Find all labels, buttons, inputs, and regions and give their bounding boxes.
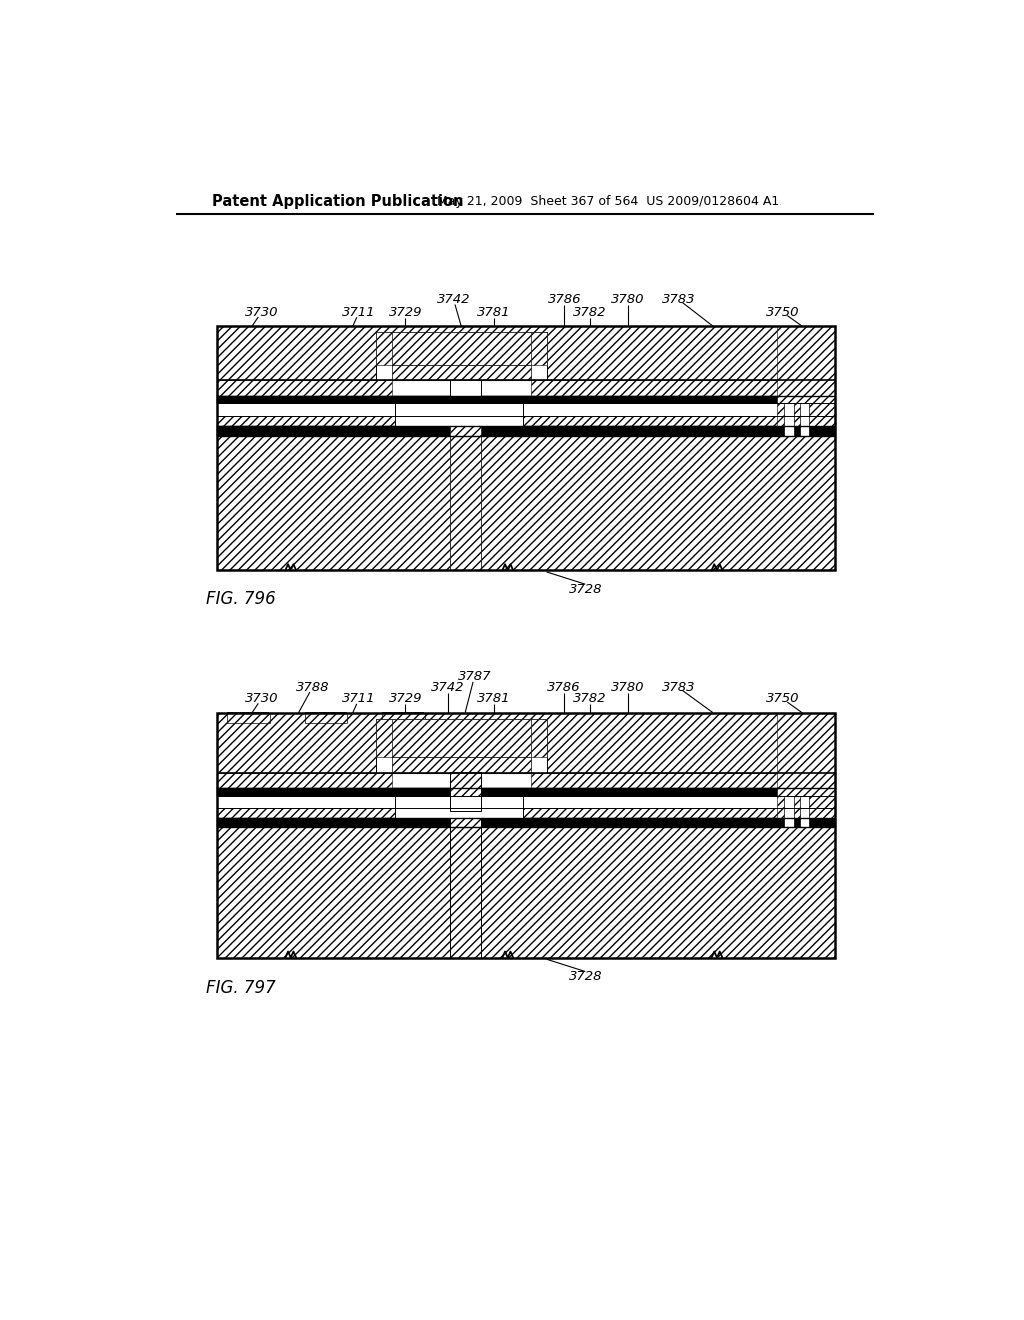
- Bar: [376, 719, 391, 758]
- Bar: [776, 326, 835, 425]
- Text: May 21, 2009  Sheet 367 of 564  US 2009/0128604 A1: May 21, 2009 Sheet 367 of 564 US 2009/01…: [437, 195, 779, 209]
- Text: 3787: 3787: [458, 671, 492, 684]
- Bar: [450, 817, 480, 958]
- Bar: [450, 379, 480, 396]
- Bar: [217, 396, 835, 404]
- Bar: [531, 380, 835, 396]
- Text: 3781: 3781: [477, 693, 511, 705]
- Bar: [217, 425, 835, 436]
- Bar: [376, 719, 547, 774]
- Text: 3730: 3730: [245, 693, 279, 705]
- Bar: [391, 758, 531, 774]
- Text: FIG. 796: FIG. 796: [206, 590, 275, 607]
- Text: 3729: 3729: [389, 693, 422, 705]
- Bar: [227, 713, 270, 723]
- Bar: [391, 719, 531, 758]
- Bar: [800, 404, 809, 436]
- Bar: [217, 774, 391, 788]
- Bar: [217, 436, 835, 570]
- Text: 3786: 3786: [548, 293, 581, 306]
- Bar: [217, 380, 391, 396]
- Bar: [382, 713, 425, 723]
- Bar: [391, 333, 531, 364]
- Text: 3729: 3729: [389, 306, 422, 319]
- Text: 3730: 3730: [245, 306, 279, 319]
- Bar: [450, 425, 480, 570]
- Bar: [376, 333, 391, 364]
- Text: Patent Application Publication: Patent Application Publication: [212, 194, 463, 209]
- Bar: [217, 826, 835, 958]
- Bar: [217, 713, 835, 774]
- Text: 3786: 3786: [547, 681, 581, 694]
- Bar: [531, 719, 547, 758]
- Bar: [450, 425, 480, 570]
- Bar: [450, 772, 480, 810]
- Bar: [217, 416, 835, 425]
- Text: 3728: 3728: [568, 970, 602, 983]
- Bar: [217, 713, 835, 958]
- Bar: [376, 333, 547, 380]
- Text: FIG. 797: FIG. 797: [206, 979, 275, 998]
- Text: 3750: 3750: [766, 306, 800, 319]
- Bar: [531, 774, 835, 788]
- Text: 3711: 3711: [342, 693, 376, 705]
- Bar: [395, 796, 523, 817]
- Bar: [217, 380, 835, 396]
- Text: 3728: 3728: [568, 583, 602, 597]
- Text: 3781: 3781: [477, 306, 511, 319]
- Bar: [217, 774, 835, 788]
- Bar: [217, 404, 835, 416]
- Bar: [450, 772, 480, 810]
- Bar: [784, 404, 794, 436]
- Text: 3783: 3783: [662, 681, 695, 694]
- Text: 3780: 3780: [611, 681, 645, 694]
- Bar: [305, 713, 347, 723]
- Bar: [395, 404, 523, 425]
- Bar: [450, 817, 480, 958]
- Text: 3742: 3742: [437, 293, 470, 306]
- Bar: [217, 326, 835, 380]
- Text: 3788: 3788: [296, 681, 329, 694]
- Bar: [217, 326, 835, 570]
- Text: 3742: 3742: [431, 681, 465, 694]
- Text: 3783: 3783: [662, 293, 695, 306]
- Text: 3711: 3711: [342, 306, 376, 319]
- Bar: [217, 796, 835, 808]
- Bar: [391, 364, 531, 380]
- Text: 3782: 3782: [573, 693, 606, 705]
- Bar: [217, 788, 835, 796]
- Text: 3750: 3750: [766, 693, 800, 705]
- Bar: [776, 713, 835, 817]
- Bar: [217, 817, 835, 826]
- Text: 3782: 3782: [573, 306, 606, 319]
- Bar: [784, 796, 794, 826]
- Bar: [531, 333, 547, 364]
- Text: 3780: 3780: [611, 293, 645, 306]
- Bar: [800, 796, 809, 826]
- Bar: [217, 808, 835, 817]
